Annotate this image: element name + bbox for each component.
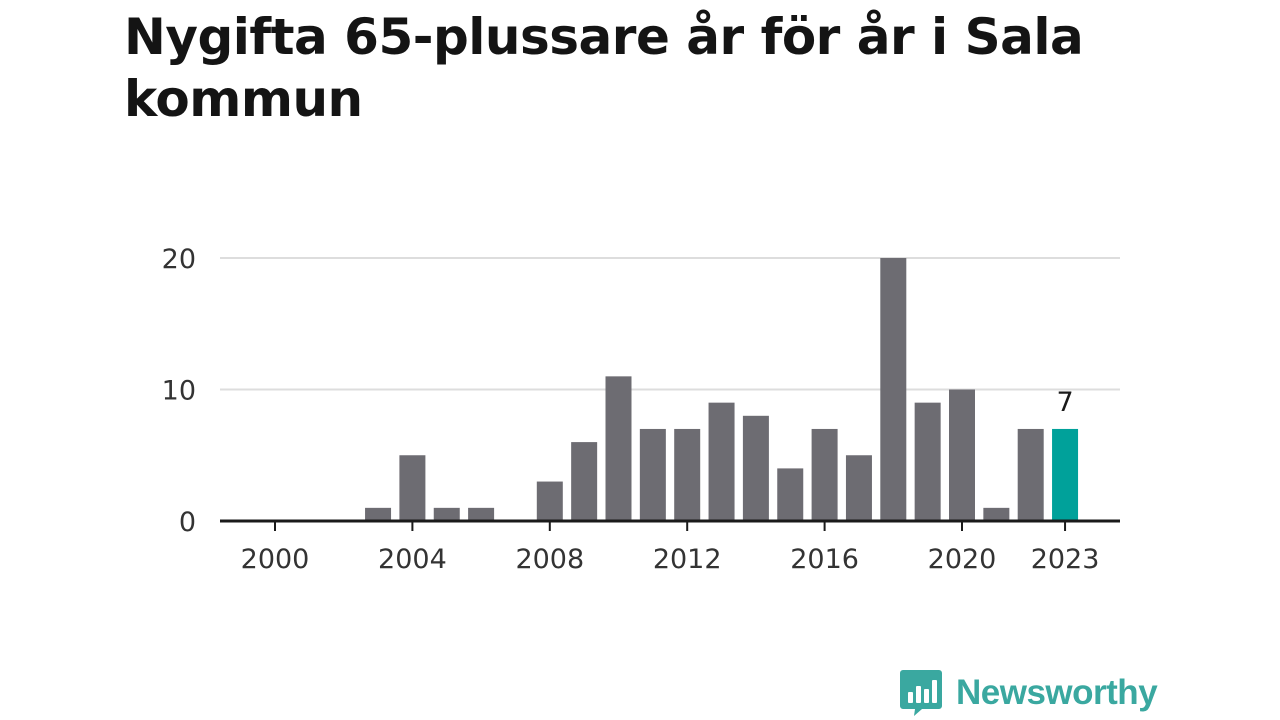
bar-2022 xyxy=(1017,428,1044,521)
data-label-2023: 7 xyxy=(1056,387,1073,418)
bar-2015 xyxy=(777,468,804,521)
bar-2016 xyxy=(811,428,838,521)
bar-2019 xyxy=(914,402,941,521)
bar-2014 xyxy=(742,415,769,521)
bar-2018 xyxy=(880,258,907,521)
y-tick-label-20: 20 xyxy=(162,244,196,275)
bar-2004 xyxy=(399,455,426,521)
newsworthy-brand: Newsworthy xyxy=(900,670,1158,716)
bar-2003 xyxy=(365,507,392,521)
bar-2009 xyxy=(571,442,598,521)
chart-title: Nygifta 65-plussare år för år i Sala kom… xyxy=(124,8,1084,128)
bar-chart: 0 10 20 2000 2004 2008 2012 2016 2020 2023 7 xyxy=(162,244,1120,575)
x-tick-label-2008: 2008 xyxy=(515,544,584,575)
newsworthy-logo-icon xyxy=(900,670,942,716)
bars xyxy=(365,258,1079,521)
x-tick-label-2023: 2023 xyxy=(1031,544,1100,575)
bar-2020 xyxy=(949,389,975,521)
bar-2005 xyxy=(433,507,460,521)
bar-2006 xyxy=(468,507,495,521)
bar-2010 xyxy=(605,376,632,521)
y-tick-label-0: 0 xyxy=(179,507,196,538)
gridlines xyxy=(220,257,1120,391)
x-tick-label-2016: 2016 xyxy=(790,544,859,575)
x-axis xyxy=(220,519,1120,531)
x-tick-label-2000: 2000 xyxy=(241,544,310,575)
bar-2008 xyxy=(536,481,563,521)
bar-2012 xyxy=(674,428,701,521)
x-tick-label-2012: 2012 xyxy=(653,544,722,575)
x-tick-label-2020: 2020 xyxy=(928,544,997,575)
bar-2023 xyxy=(1052,428,1079,521)
bar-2017 xyxy=(845,455,872,521)
bar-2011 xyxy=(639,428,666,521)
labels: 0 10 20 2000 2004 2008 2012 2016 2020 2023 7 xyxy=(162,244,1100,575)
brand-name: Newsworthy xyxy=(956,673,1158,712)
bar-2013 xyxy=(708,402,735,521)
bar-2021 xyxy=(983,507,1010,521)
x-tick-label-2004: 2004 xyxy=(378,544,447,575)
y-tick-label-10: 10 xyxy=(162,376,196,407)
